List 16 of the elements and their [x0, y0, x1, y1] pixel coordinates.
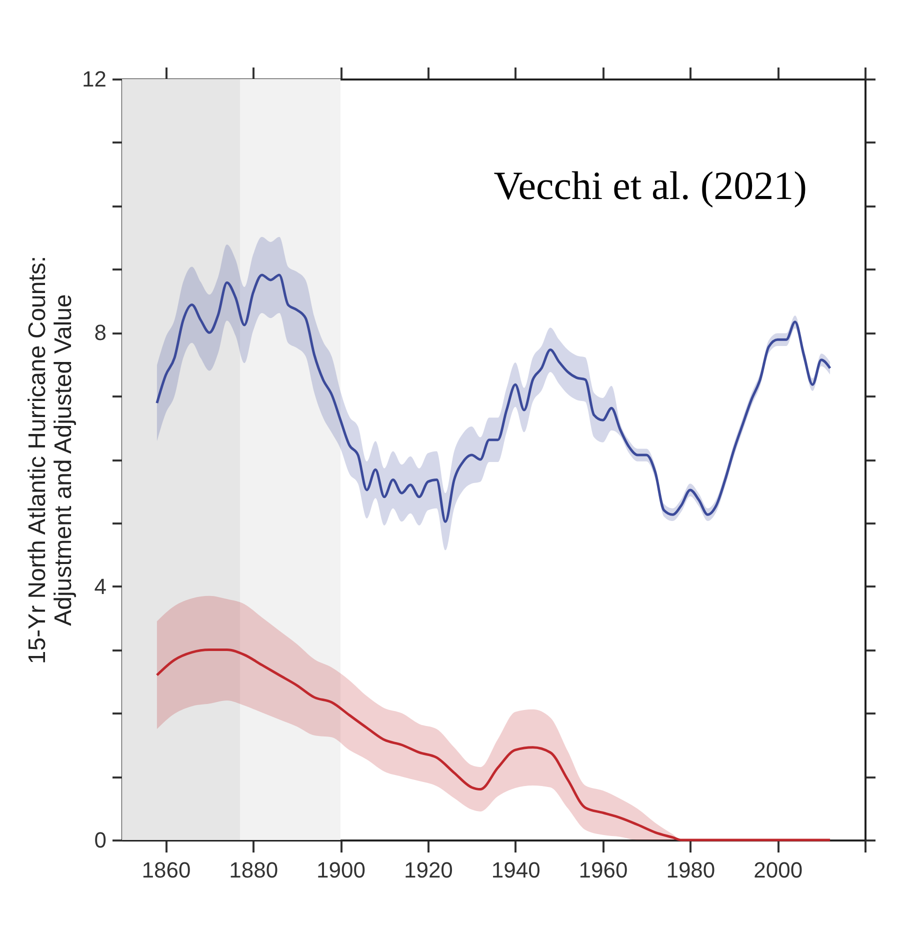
y-axis-title: 15-Yr North Atlantic Hurricane Counts: Adjustment and Adjusted Value: [24, 256, 78, 664]
annotation: Vecchi et al. (2021): [494, 163, 807, 208]
x-tick-label: 1940: [491, 858, 540, 882]
x-tick-label: 1900: [316, 858, 366, 882]
y-tick-label: 8: [94, 320, 106, 346]
x-tick-label: 1920: [404, 858, 453, 882]
x-tick-label: 1980: [666, 858, 716, 882]
x-tick-label: 1880: [229, 858, 278, 882]
x-tick-label: 1960: [578, 858, 628, 882]
x-tick-label: 2000: [754, 858, 803, 882]
line-series: [156, 274, 832, 523]
y-tick-label: 0: [94, 828, 106, 852]
x-tick-label: 1860: [142, 858, 191, 882]
y-tick-label: 12: [82, 66, 106, 92]
y-tick-label: 4: [94, 574, 106, 599]
line-series: [156, 648, 832, 842]
